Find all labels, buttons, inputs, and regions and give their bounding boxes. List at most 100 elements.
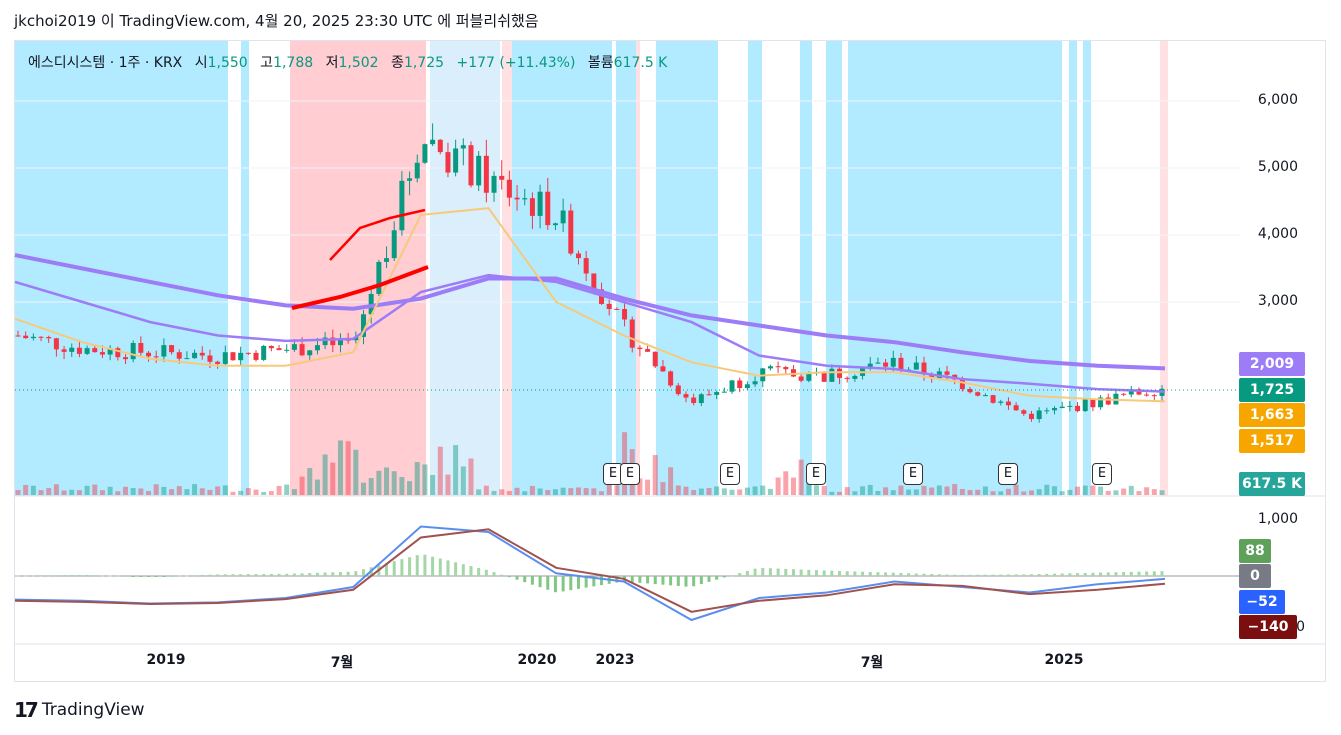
earnings-marker[interactable]: E (720, 463, 740, 485)
volume-bar (215, 486, 221, 495)
candle-body (314, 345, 320, 351)
volume-bar (775, 477, 781, 495)
candle-body (361, 314, 367, 337)
macd-hist-bar (553, 576, 557, 593)
macd-hist-bar (661, 576, 665, 585)
volume-bar (368, 478, 374, 495)
macd-hist-bar (285, 573, 289, 576)
candle-body (322, 337, 328, 346)
earnings-marker[interactable]: E (620, 463, 640, 485)
volume-bar (184, 489, 190, 495)
candle-body (1144, 394, 1150, 396)
macd-hist-bar (246, 574, 250, 576)
macd-hist-bar (392, 561, 396, 576)
candle-body (583, 258, 589, 274)
candle-body (1075, 405, 1081, 412)
volume-bar (698, 488, 704, 495)
candle-body (790, 369, 796, 377)
macd-hist-bar (937, 574, 941, 576)
macd-hist-bar (968, 574, 972, 576)
macd-hist-bar (223, 574, 227, 576)
macd-hist-bar (592, 576, 596, 587)
volume-bar (660, 482, 666, 495)
volume-bar (1059, 491, 1065, 495)
volume-bar (153, 484, 159, 495)
volume-bar (169, 489, 175, 495)
candle-body (967, 389, 973, 393)
macd-hist-bar (177, 575, 181, 577)
candle-body (975, 392, 981, 396)
macd-hist-bar (262, 573, 266, 576)
chart-frame[interactable] (14, 40, 1326, 682)
candle-body (453, 148, 459, 173)
earnings-marker[interactable]: E (903, 463, 923, 485)
macd-hist-bar (100, 575, 104, 577)
volume-bar (798, 459, 804, 495)
earnings-marker[interactable]: E (1092, 463, 1112, 485)
volume-bar (176, 486, 182, 495)
macd-hist-bar (1114, 572, 1118, 576)
volume-bar (284, 484, 290, 495)
volume-bar (376, 470, 382, 495)
candle-body (238, 352, 244, 361)
high-label: 고 (260, 55, 274, 71)
volume-bar (875, 490, 881, 495)
macd-hist-bar (715, 576, 719, 580)
time-tick: 2020 (517, 652, 557, 668)
volume-bar (890, 490, 896, 495)
candle-body (913, 362, 919, 370)
high-value: 1,788 (273, 55, 314, 71)
macd-hist-bar (108, 575, 112, 577)
candle-body (276, 348, 282, 351)
macd-hist-bar (331, 572, 335, 576)
volume-bar (1044, 484, 1050, 495)
price-tick: 3,000 (1257, 293, 1298, 309)
macd-hist-bar (907, 573, 911, 576)
volume-bar (414, 462, 420, 495)
candle-body (668, 371, 674, 386)
candle-body (122, 357, 128, 360)
candle-body (883, 362, 889, 367)
earnings-marker[interactable]: E (806, 463, 826, 485)
volume-bar (291, 489, 297, 495)
macd-hist-bar (838, 570, 842, 576)
candle-body (399, 180, 405, 231)
earnings-marker[interactable]: E (998, 463, 1018, 485)
red-zone (636, 41, 640, 496)
macd-hist-bar (791, 569, 795, 576)
symbol-label[interactable]: 에스디시스템 · 1주 · KRX (28, 55, 183, 71)
candle-body (92, 348, 98, 353)
volume-bar (583, 488, 589, 495)
macd-hist-bar (515, 576, 519, 580)
cyan-zone (1069, 41, 1077, 496)
volume-bar (1082, 485, 1088, 495)
candle-body (307, 350, 313, 356)
volume-bar (1105, 490, 1111, 495)
close-label: 종 (391, 55, 404, 71)
macd-hist-bar (976, 574, 980, 576)
volume-bar (806, 481, 812, 495)
macd-hist-bar (653, 576, 657, 585)
macd-hist-bar (738, 573, 742, 576)
cyan-zone (656, 41, 718, 496)
macd-hist-bar (431, 556, 435, 576)
macd-hist-bar (54, 575, 58, 577)
macd-hist-bar (630, 576, 634, 583)
macd-hist-bar (70, 575, 74, 577)
ma-red-highlight (291, 265, 429, 310)
candle-body (1082, 399, 1088, 412)
candle-body (1090, 399, 1096, 408)
macd-zero-badge: 0 (1239, 564, 1271, 588)
candle-body (46, 337, 52, 339)
tradingview-brand[interactable]: 17 TradingView (14, 698, 145, 722)
candle-body (783, 367, 789, 370)
candle-body (890, 357, 896, 367)
macd-hist-bar (408, 557, 412, 576)
macd-hist-bar (362, 569, 366, 576)
volume-bar (192, 484, 198, 495)
volume-bar (614, 485, 620, 495)
macd-hist-bar (308, 573, 312, 576)
earnings-marker[interactable]: E (603, 463, 623, 485)
volume-bar (514, 487, 520, 495)
